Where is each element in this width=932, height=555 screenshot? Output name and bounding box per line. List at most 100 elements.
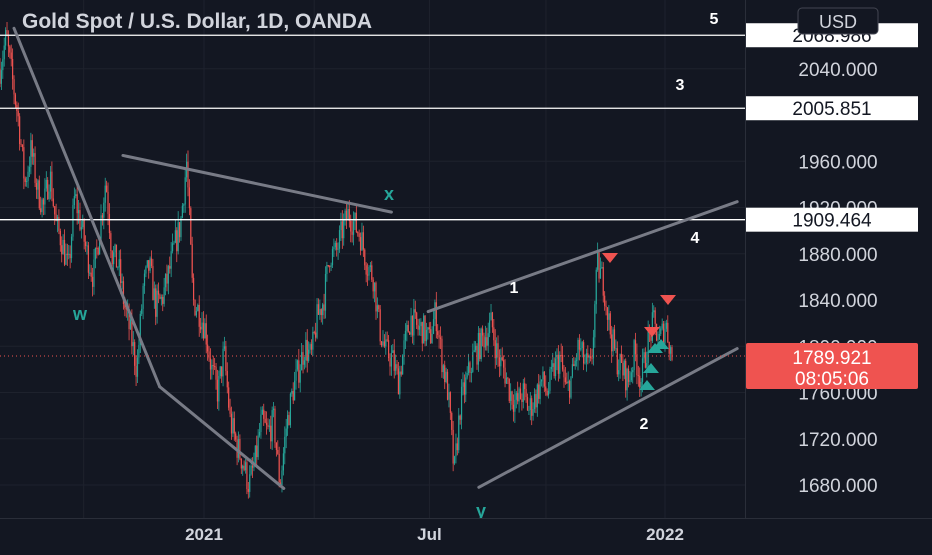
candle-body [531,398,533,416]
candle-body [41,199,43,213]
candle-body [97,248,99,255]
candle-body [348,208,350,222]
candle-body [545,386,547,391]
candle-body [261,409,263,415]
candle-body [616,348,618,375]
candle-body [45,179,47,189]
candle-body [397,368,400,395]
candle-body [61,245,63,255]
time-tick-label: Jul [417,525,442,544]
candle-body [184,177,186,205]
candle-body [577,339,579,360]
candle-body [198,304,200,327]
candle-body [35,182,38,190]
candle-body [372,279,374,292]
candle-body [529,398,531,410]
time-axis[interactable]: 2021 Jul 2022 [185,525,684,544]
candle-body [120,259,122,284]
candle-body [442,365,444,373]
candle-body [221,366,223,377]
level-tag-text: 2005.851 [792,99,871,120]
currency-button-bg[interactable] [797,7,879,35]
candle-body [134,342,136,366]
candle-body [83,220,85,242]
candle-body [644,352,646,368]
horizontal-levels[interactable] [0,34,745,221]
candle-body [556,354,558,359]
candle-body [472,352,474,372]
candle-body [474,345,477,351]
candle-body [658,333,660,340]
candle-body [588,356,590,358]
candle-body [329,265,331,267]
candle-body [296,360,299,370]
candle-body [390,352,393,367]
candle-body [423,315,425,344]
candle-body [496,343,498,359]
candle-body [491,312,494,328]
candle-body [640,381,642,388]
candle-body [31,140,33,157]
candle-body [578,339,581,350]
buy-marker [639,380,655,390]
candle-body [316,304,318,338]
candle-body [87,245,89,273]
candle-body [313,331,315,333]
candle-body [389,358,391,367]
candle-body [157,290,160,295]
candle-body [668,341,670,354]
trendline[interactable] [121,153,393,214]
candle-body [44,188,46,205]
level-tag-text: 1909.464 [792,211,872,232]
sell-marker [644,327,660,337]
candle-body [214,366,216,368]
candle-body [561,355,564,370]
trendline[interactable] [426,200,739,314]
candle-body [68,253,70,255]
candle-body [225,346,227,372]
candle-body [315,332,317,338]
candle-body [284,436,286,454]
candle-body [660,328,662,334]
candle-body [369,265,371,267]
candle-body [66,253,68,255]
trendline[interactable] [12,26,162,389]
candle-body [176,230,178,252]
candle-body [643,352,645,359]
candle-body [553,363,555,377]
candle-body [597,252,599,270]
candle-body [103,202,105,218]
candle-body [205,323,207,345]
candle-body [543,371,545,387]
trendline[interactable] [158,385,286,490]
candle-body [515,393,517,400]
candle-body [571,364,573,377]
candle-body [204,323,206,339]
candle-body [148,260,150,271]
candle-body [58,217,60,232]
candle-body [583,342,585,364]
candle-body [393,350,395,371]
level-tag-bg [746,207,918,232]
candle-body [106,185,108,192]
trendlines[interactable] [12,26,739,490]
candle-body [298,360,300,383]
candle-body [48,191,50,200]
candle-body [319,309,321,315]
candle-body [535,394,537,408]
trendline[interactable] [477,347,739,489]
candle-body [508,378,510,401]
candle-body [613,329,616,349]
currency-button[interactable]: USD [797,7,879,35]
candle-body [243,465,245,471]
candle-body [653,310,655,313]
candle-body [444,365,446,383]
currency-label[interactable]: USD [819,12,857,32]
candle-body [40,208,42,213]
candle-body [121,281,123,284]
candle-body [560,354,562,356]
candle-body [139,313,141,346]
candle-body [636,354,638,376]
